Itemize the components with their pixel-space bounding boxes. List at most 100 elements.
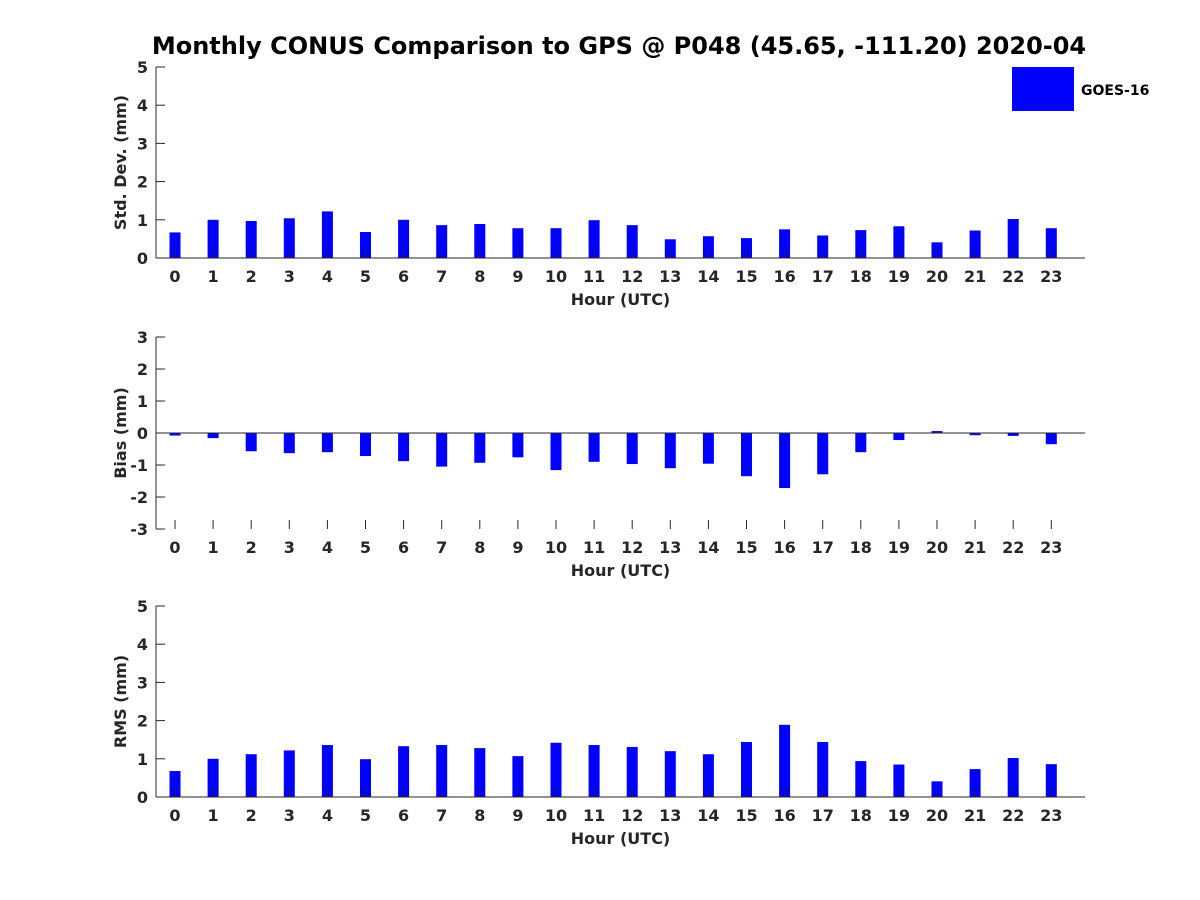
y-tick-label: -1 [130, 456, 148, 475]
y-axis-label: Std. Dev. (mm) [111, 95, 130, 230]
x-tick-label: 19 [888, 538, 910, 557]
bar [741, 433, 752, 477]
y-tick-label: 2 [137, 712, 148, 731]
x-tick-label: 11 [583, 538, 605, 557]
x-tick-label: 6 [398, 267, 409, 286]
x-tick-label: 8 [474, 267, 485, 286]
x-axis-label: Hour (UTC) [571, 829, 671, 848]
bar [436, 433, 448, 467]
bar [702, 754, 714, 797]
bar [321, 433, 333, 453]
bar [474, 433, 486, 463]
x-tick-label: 1 [208, 806, 219, 825]
x-tick-label: 15 [735, 267, 757, 286]
x-tick-label: 0 [169, 267, 180, 286]
bar [1045, 228, 1057, 258]
x-tick-label: 7 [436, 806, 447, 825]
bar [855, 761, 867, 797]
bar [779, 724, 791, 797]
bar [741, 741, 752, 797]
y-tick-label: 4 [137, 96, 148, 115]
bar [1045, 433, 1057, 445]
x-tick-label: 17 [812, 538, 834, 557]
x-tick-label: 23 [1040, 538, 1062, 557]
bar [969, 769, 981, 797]
bar [398, 433, 410, 462]
x-tick-label: 10 [545, 806, 567, 825]
x-tick-label: 18 [850, 538, 872, 557]
x-tick-label: 22 [1002, 267, 1024, 286]
bar [360, 232, 371, 258]
x-tick-label: 19 [888, 806, 910, 825]
bar [817, 741, 829, 797]
x-tick-label: 0 [169, 538, 180, 557]
legend: GOES-16 [1012, 67, 1149, 111]
bar [169, 232, 181, 258]
y-tick-label: 1 [137, 392, 148, 411]
bar [969, 230, 981, 258]
bar [817, 235, 829, 258]
x-tick-label: 4 [322, 806, 333, 825]
bar [321, 745, 333, 797]
bar [588, 433, 600, 462]
bar [245, 754, 257, 797]
x-axis-label: Hour (UTC) [571, 290, 671, 309]
bar [283, 218, 295, 258]
bar [398, 219, 410, 258]
x-tick-label: 20 [926, 267, 948, 286]
bar [893, 226, 905, 258]
bar [550, 433, 562, 471]
x-tick-label: 19 [888, 267, 910, 286]
bar [893, 764, 905, 797]
x-tick-label: 17 [812, 267, 834, 286]
bar [436, 745, 448, 797]
x-tick-label: 16 [773, 267, 795, 286]
y-tick-label: 4 [137, 635, 148, 654]
x-tick-label: 15 [735, 538, 757, 557]
bar [931, 431, 943, 433]
bar [436, 225, 448, 258]
y-tick-label: 3 [137, 328, 148, 347]
x-tick-label: 16 [773, 538, 795, 557]
bar [741, 238, 752, 258]
x-tick-label: 8 [474, 806, 485, 825]
x-tick-label: 18 [850, 806, 872, 825]
x-tick-label: 23 [1040, 267, 1062, 286]
bar [588, 745, 600, 797]
x-tick-label: 5 [360, 806, 371, 825]
x-tick-label: 11 [583, 806, 605, 825]
x-tick-label: 15 [735, 806, 757, 825]
chart-title: Monthly CONUS Comparison to GPS @ P048 (… [152, 32, 1086, 60]
x-tick-label: 21 [964, 267, 986, 286]
bar [207, 219, 219, 258]
x-tick-label: 4 [322, 538, 333, 557]
x-tick-label: 2 [246, 538, 257, 557]
bar [169, 433, 181, 436]
bar [550, 742, 562, 797]
bar [626, 433, 638, 465]
bar [779, 433, 791, 489]
x-axis-label: Hour (UTC) [571, 561, 671, 580]
bar [817, 433, 829, 475]
bar [474, 224, 486, 258]
x-tick-label: 7 [436, 267, 447, 286]
x-tick-label: 3 [284, 806, 295, 825]
x-tick-label: 22 [1002, 806, 1024, 825]
bar [550, 228, 562, 258]
y-tick-label: -2 [130, 488, 148, 507]
x-tick-label: 13 [659, 806, 681, 825]
bar [779, 229, 791, 258]
y-tick-label: 3 [137, 134, 148, 153]
bar [512, 228, 524, 258]
bar [360, 433, 371, 457]
bar [664, 239, 676, 258]
bar [398, 746, 410, 797]
y-tick-label: 2 [137, 360, 148, 379]
x-tick-label: 10 [545, 538, 567, 557]
x-tick-label: 1 [208, 267, 219, 286]
legend-label: GOES-16 [1081, 83, 1149, 99]
y-tick-label: 1 [137, 750, 148, 769]
bar [207, 433, 219, 439]
bar [1007, 219, 1019, 258]
